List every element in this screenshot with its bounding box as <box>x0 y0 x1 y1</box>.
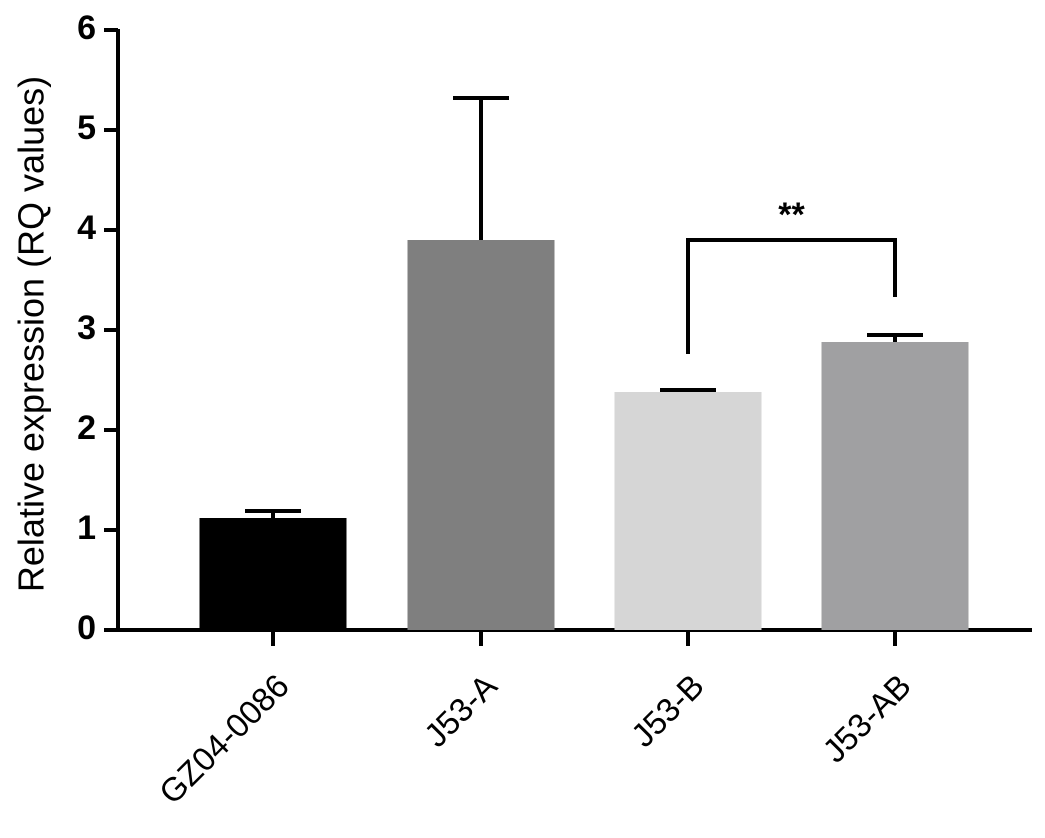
y-axis: 0 1 2 3 4 5 6 <box>77 9 120 647</box>
y-tick-label: 5 <box>77 109 96 147</box>
y-tick-label: 2 <box>77 409 96 447</box>
y-tick-label: 0 <box>77 609 96 647</box>
x-tick-label: J53-AB <box>815 667 918 770</box>
y-tick-label: 1 <box>77 509 96 547</box>
x-tick-label: J53-A <box>417 667 504 754</box>
y-tick-label: 4 <box>77 209 96 247</box>
x-tick-label: J53-B <box>624 667 711 754</box>
x-axis: GZ04-0086 J53-A J53-B J53-AB <box>116 628 1032 811</box>
bar <box>614 392 762 630</box>
bar <box>407 240 555 630</box>
significance-label: ** <box>778 196 805 234</box>
y-tick-label: 6 <box>77 9 96 47</box>
y-axis-title: Relative expression (RQ values) <box>11 76 52 592</box>
significance-annotations: ** <box>686 196 897 354</box>
bar <box>821 342 969 630</box>
y-tick-label: 3 <box>77 309 96 347</box>
error-bars <box>245 96 923 518</box>
bar <box>199 518 347 630</box>
significance-bracket <box>686 238 897 354</box>
bars <box>199 240 969 630</box>
x-tick-label: GZ04-0086 <box>152 667 296 811</box>
